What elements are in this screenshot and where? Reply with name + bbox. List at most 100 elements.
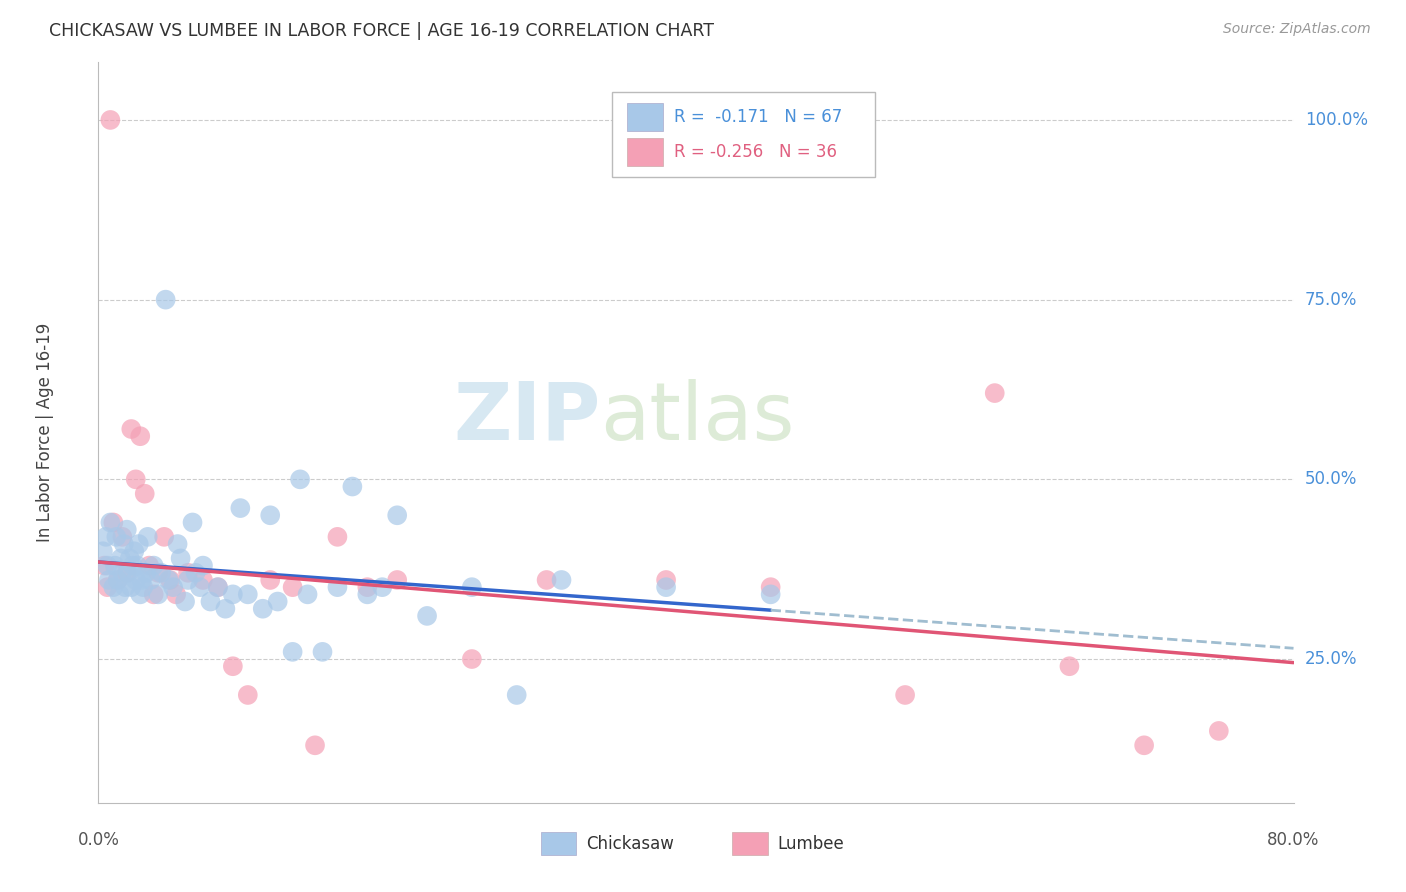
Point — [416, 608, 439, 623]
Text: Chickasaw: Chickasaw — [586, 835, 673, 853]
Point — [326, 530, 349, 544]
Point — [98, 516, 122, 530]
Point — [155, 293, 177, 307]
FancyBboxPatch shape — [613, 92, 876, 178]
Point — [259, 508, 281, 523]
Text: 80.0%: 80.0% — [1267, 830, 1320, 848]
Point — [281, 580, 304, 594]
Point — [181, 516, 204, 530]
Point — [311, 645, 333, 659]
Point — [94, 530, 117, 544]
Point — [96, 580, 118, 594]
Point — [120, 580, 142, 594]
Point — [135, 566, 157, 580]
Point — [174, 594, 197, 608]
Point — [165, 587, 187, 601]
Point — [115, 523, 138, 537]
Point — [93, 558, 115, 573]
Point — [461, 580, 484, 594]
Point — [96, 558, 118, 573]
Point — [162, 580, 184, 594]
Point — [118, 551, 141, 566]
Point — [188, 580, 211, 594]
Point — [139, 573, 162, 587]
Text: In Labor Force | Age 16-19: In Labor Force | Age 16-19 — [35, 323, 53, 542]
Point — [506, 688, 529, 702]
Point — [252, 601, 274, 615]
Point — [236, 587, 259, 601]
Point — [97, 573, 120, 587]
Point — [112, 537, 135, 551]
FancyBboxPatch shape — [627, 103, 662, 131]
Point — [461, 652, 484, 666]
Point — [142, 558, 165, 573]
Point — [129, 587, 152, 601]
Point — [200, 594, 222, 608]
Point — [134, 486, 156, 500]
Text: 100.0%: 100.0% — [1305, 111, 1368, 129]
Point — [107, 573, 129, 587]
Text: 75.0%: 75.0% — [1305, 291, 1357, 309]
Point — [281, 645, 304, 659]
Point — [103, 516, 125, 530]
Point — [91, 544, 114, 558]
Point — [385, 573, 409, 587]
Text: 25.0%: 25.0% — [1305, 650, 1357, 668]
Point — [371, 580, 394, 594]
Point — [177, 573, 200, 587]
Point — [222, 659, 245, 673]
Point — [207, 580, 229, 594]
Point — [229, 501, 252, 516]
Text: ZIP: ZIP — [453, 379, 600, 457]
Text: 50.0%: 50.0% — [1305, 470, 1357, 488]
FancyBboxPatch shape — [541, 832, 576, 855]
Point — [120, 422, 142, 436]
Point — [125, 472, 148, 486]
Point — [138, 558, 160, 573]
Point — [129, 429, 152, 443]
Point — [356, 580, 378, 594]
Point — [114, 580, 136, 594]
Point — [111, 530, 134, 544]
Point — [103, 580, 125, 594]
Point — [342, 479, 364, 493]
Text: atlas: atlas — [600, 379, 794, 457]
Point — [115, 566, 138, 580]
Text: Source: ZipAtlas.com: Source: ZipAtlas.com — [1223, 22, 1371, 37]
Point — [136, 530, 159, 544]
Text: Lumbee: Lumbee — [778, 835, 844, 853]
Point — [142, 587, 165, 601]
Point — [297, 587, 319, 601]
Point — [121, 558, 143, 573]
Text: CHICKASAW VS LUMBEE IN LABOR FORCE | AGE 16-19 CORRELATION CHART: CHICKASAW VS LUMBEE IN LABOR FORCE | AGE… — [49, 22, 714, 40]
Point — [150, 566, 173, 580]
Point — [191, 558, 214, 573]
Point — [191, 573, 214, 587]
Point — [214, 601, 236, 615]
Point — [177, 566, 200, 580]
Point — [111, 566, 134, 580]
Point — [550, 573, 572, 587]
Point — [385, 508, 409, 523]
Point — [655, 580, 678, 594]
Point — [1059, 659, 1081, 673]
Point — [169, 551, 191, 566]
Point — [1208, 723, 1230, 738]
Point — [132, 580, 155, 594]
Text: 0.0%: 0.0% — [77, 830, 120, 848]
Point — [207, 580, 229, 594]
Point — [267, 594, 290, 608]
Point — [157, 573, 180, 587]
Point — [125, 573, 148, 587]
Point — [104, 558, 127, 573]
Point — [117, 566, 139, 580]
Point — [124, 544, 146, 558]
Point — [536, 573, 558, 587]
Point — [159, 573, 181, 587]
Point — [222, 587, 245, 601]
Point — [184, 566, 207, 580]
Point — [153, 530, 176, 544]
Point — [128, 537, 150, 551]
Point — [105, 530, 128, 544]
Point — [655, 573, 678, 587]
